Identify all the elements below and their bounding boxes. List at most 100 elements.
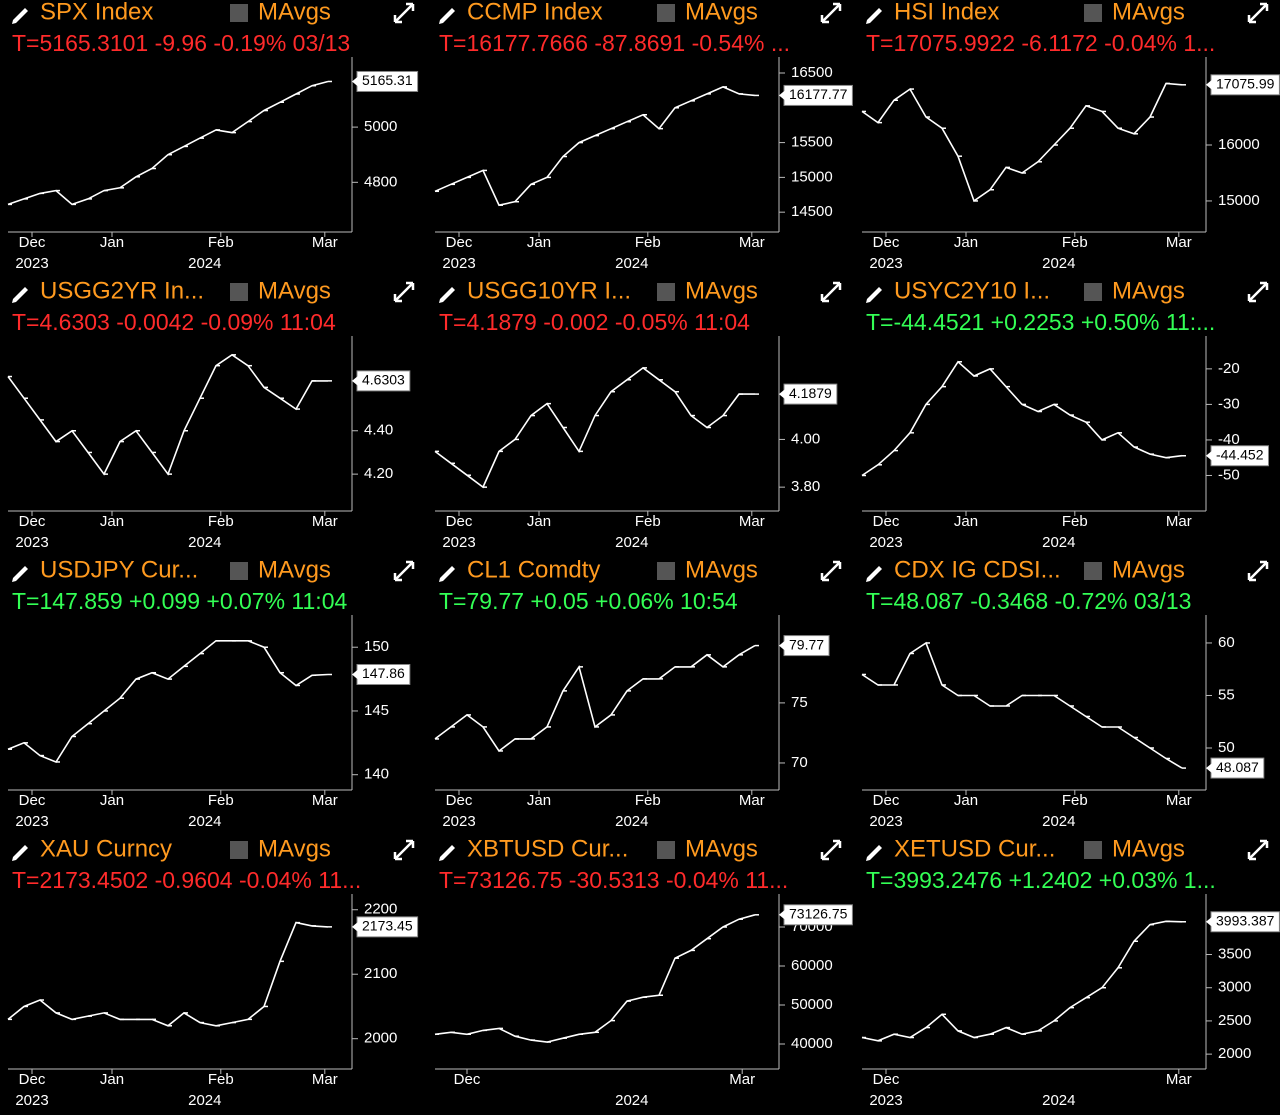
x-tick-label: Jan (527, 792, 551, 809)
edit-icon[interactable] (12, 287, 28, 303)
x-tick-label: Feb (1062, 792, 1088, 809)
expand-icon[interactable] (820, 839, 842, 861)
expand-icon[interactable] (820, 281, 842, 303)
edit-icon[interactable] (439, 287, 455, 303)
expand-icon[interactable] (393, 2, 415, 24)
legend-swatch[interactable] (230, 4, 248, 22)
legend-swatch[interactable] (657, 841, 675, 859)
x-year-label: 2024 (1042, 255, 1075, 272)
y-tick-label: 15000 (1218, 192, 1260, 209)
x-tick-label: Feb (635, 513, 661, 530)
legend-label[interactable]: MAvgs (685, 0, 758, 25)
last-value-pointer (1206, 450, 1212, 461)
expand-icon[interactable] (1247, 560, 1269, 582)
y-tick-label: 3.80 (791, 478, 820, 495)
expand-icon[interactable] (820, 2, 842, 24)
legend-label[interactable]: MAvgs (258, 277, 331, 304)
edit-icon[interactable] (439, 566, 455, 582)
legend-swatch[interactable] (1084, 4, 1102, 22)
legend-label[interactable]: MAvgs (685, 835, 758, 862)
expand-icon[interactable] (1247, 839, 1269, 861)
x-tick-label: Dec (446, 513, 473, 530)
x-year-label: 2024 (615, 1092, 648, 1109)
legend-label[interactable]: MAvgs (1112, 835, 1185, 862)
security-title[interactable]: CDX IG CDSI... (894, 556, 1061, 583)
security-title[interactable]: USDJPY Cur... (40, 556, 198, 583)
y-tick-label: -50 (1218, 466, 1240, 483)
legend-swatch[interactable] (657, 562, 675, 580)
quote-line: T=147.859 +0.099 +0.07% 11:04 (12, 588, 347, 614)
legend-swatch[interactable] (230, 562, 248, 580)
x-tick-label: Jan (100, 234, 124, 251)
edit-icon[interactable] (12, 8, 28, 24)
edit-icon[interactable] (866, 845, 882, 861)
x-year-label: 2024 (188, 813, 221, 830)
expand-icon[interactable] (1247, 281, 1269, 303)
legend-label[interactable]: MAvgs (1112, 277, 1185, 304)
legend-label[interactable]: MAvgs (685, 556, 758, 583)
y-tick-label: 2100 (364, 965, 397, 982)
security-title[interactable]: USYC2Y10 I... (894, 277, 1050, 304)
legend-swatch[interactable] (230, 283, 248, 301)
y-tick-label: 2200 (364, 901, 397, 918)
legend-label[interactable]: MAvgs (1112, 0, 1185, 25)
y-tick-label: 2500 (1218, 1012, 1251, 1029)
quote-line: T=2173.4502 -0.9604 -0.04% 11... (12, 867, 361, 893)
security-title[interactable]: CCMP Index (467, 0, 603, 25)
edit-icon[interactable] (866, 287, 882, 303)
quote-line: T=48.087 -0.3468 -0.72% 03/13 (866, 588, 1191, 614)
security-title[interactable]: CL1 Comdty (467, 556, 600, 583)
legend-swatch[interactable] (1084, 562, 1102, 580)
x-tick-label: Mar (312, 513, 338, 530)
security-title[interactable]: XBTUSD Cur... (467, 835, 628, 862)
y-tick-label: 16000 (1218, 136, 1260, 153)
y-tick-label: 2000 (364, 1030, 397, 1047)
edit-icon[interactable] (12, 845, 28, 861)
legend-swatch[interactable] (230, 841, 248, 859)
edit-icon[interactable] (439, 8, 455, 24)
edit-icon[interactable] (866, 8, 882, 24)
security-title[interactable]: XAU Curncy (40, 835, 172, 862)
security-title[interactable]: USGG2YR In... (40, 277, 204, 304)
legend-swatch[interactable] (1084, 841, 1102, 859)
expand-icon[interactable] (393, 560, 415, 582)
legend-label[interactable]: MAvgs (685, 277, 758, 304)
last-value-pointer (779, 90, 785, 101)
y-tick-label: 16500 (791, 64, 833, 81)
edit-icon[interactable] (12, 566, 28, 582)
edit-icon[interactable] (866, 566, 882, 582)
x-tick-label: Feb (208, 1071, 234, 1088)
x-tick-label: Jan (100, 792, 124, 809)
security-title[interactable]: USGG10YR I... (467, 277, 631, 304)
security-title[interactable]: HSI Index (894, 0, 999, 25)
quote-line: T=3993.2476 +1.2402 +0.03% 1... (866, 867, 1216, 893)
expand-icon[interactable] (393, 281, 415, 303)
legend-label[interactable]: MAvgs (258, 835, 331, 862)
x-year-label: 2023 (15, 813, 48, 830)
expand-icon[interactable] (1247, 2, 1269, 24)
y-tick-label: 14500 (791, 203, 833, 220)
legend-swatch[interactable] (657, 283, 675, 301)
x-tick-label: Jan (100, 1071, 124, 1088)
x-tick-label: Feb (208, 234, 234, 251)
legend-swatch[interactable] (1084, 283, 1102, 301)
edit-icon[interactable] (439, 845, 455, 861)
x-tick-label: Mar (312, 792, 338, 809)
last-value-pointer (352, 921, 358, 932)
legend-label[interactable]: MAvgs (258, 0, 331, 25)
y-tick-label: 60 (1218, 634, 1235, 651)
x-year-label: 2024 (615, 255, 648, 272)
expand-icon[interactable] (820, 560, 842, 582)
legend-swatch[interactable] (657, 4, 675, 22)
security-title[interactable]: XETUSD Cur... (894, 835, 1055, 862)
y-tick-label: 40000 (791, 1035, 833, 1052)
last-value-label: 2173.45 (362, 918, 413, 934)
x-tick-label: Dec (446, 792, 473, 809)
y-tick-label: 15500 (791, 134, 833, 151)
expand-icon[interactable] (393, 839, 415, 861)
security-title[interactable]: SPX Index (40, 0, 153, 25)
x-tick-label: Mar (1166, 234, 1192, 251)
legend-label[interactable]: MAvgs (258, 556, 331, 583)
legend-label[interactable]: MAvgs (1112, 556, 1185, 583)
x-tick-label: Jan (954, 792, 978, 809)
